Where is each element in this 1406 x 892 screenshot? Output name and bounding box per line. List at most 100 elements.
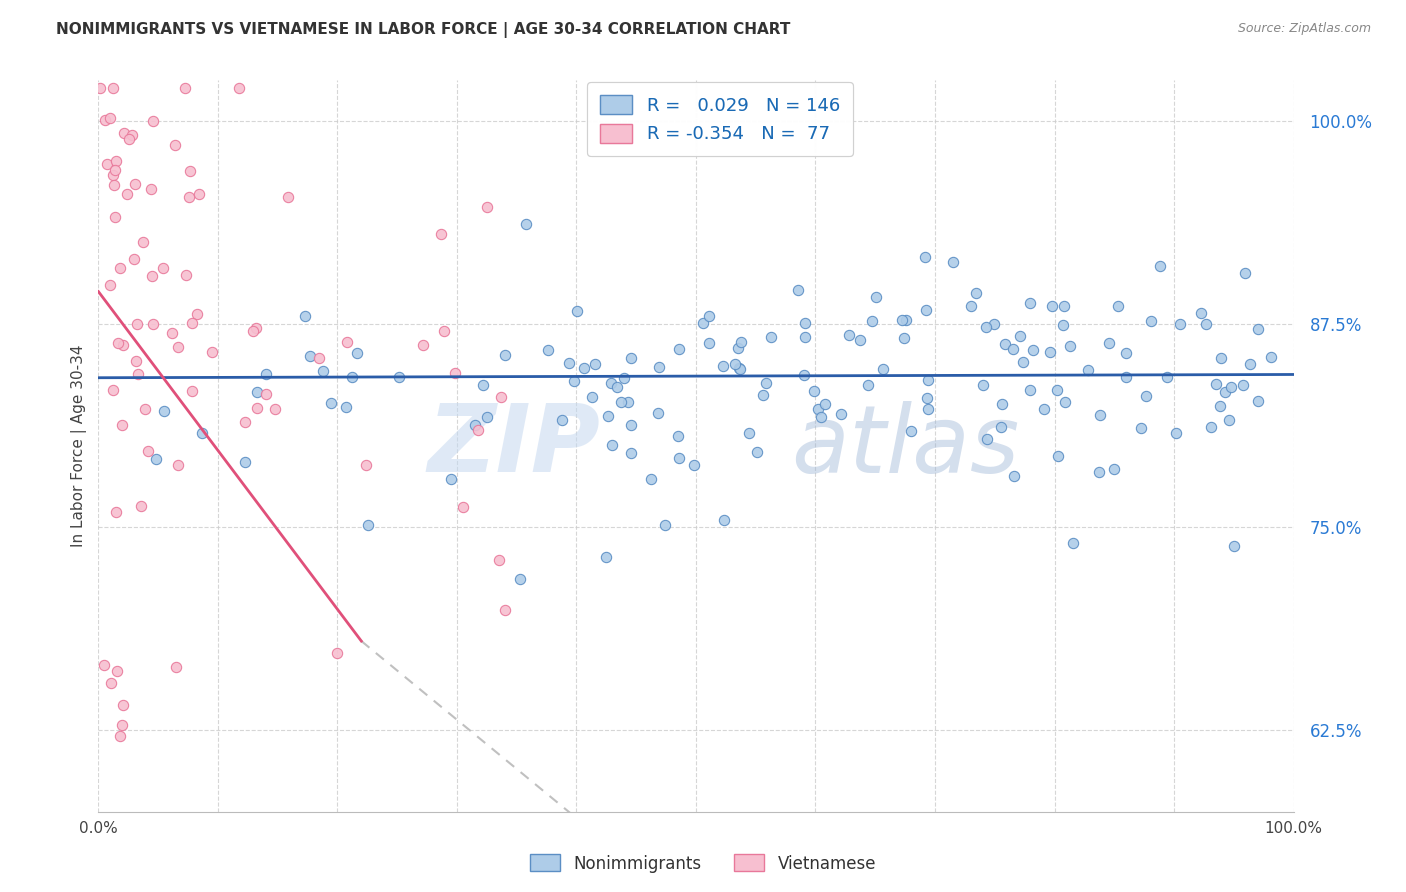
Point bbox=[472, 377, 495, 392]
Point bbox=[494, 348, 516, 362]
Point bbox=[728, 361, 751, 376]
Point bbox=[246, 401, 269, 416]
Point bbox=[1168, 317, 1191, 331]
Point bbox=[111, 717, 134, 731]
Point bbox=[1046, 383, 1069, 397]
Point bbox=[111, 417, 134, 432]
Point bbox=[112, 338, 135, 352]
Point bbox=[451, 500, 474, 514]
Point bbox=[201, 344, 224, 359]
Point bbox=[692, 316, 714, 330]
Point bbox=[118, 132, 141, 146]
Point bbox=[100, 676, 122, 690]
Point bbox=[132, 235, 155, 250]
Point bbox=[246, 385, 269, 400]
Point bbox=[558, 356, 581, 370]
Point bbox=[98, 112, 121, 126]
Point bbox=[342, 369, 364, 384]
Point bbox=[917, 373, 939, 387]
Point bbox=[654, 517, 676, 532]
Point bbox=[108, 261, 131, 276]
Point bbox=[581, 390, 603, 404]
Point bbox=[713, 512, 735, 526]
Point bbox=[1130, 421, 1153, 435]
Point bbox=[583, 357, 606, 371]
Point bbox=[103, 178, 125, 193]
Point bbox=[1107, 299, 1129, 313]
Point bbox=[699, 309, 721, 323]
Point bbox=[647, 406, 669, 420]
Point bbox=[412, 338, 434, 352]
Point bbox=[101, 81, 124, 95]
Point bbox=[1002, 468, 1025, 483]
Point bbox=[745, 445, 768, 459]
Point bbox=[298, 349, 321, 363]
Point bbox=[141, 181, 163, 195]
Point bbox=[1097, 335, 1119, 350]
Point bbox=[567, 304, 589, 318]
Point bbox=[1223, 539, 1246, 553]
Point bbox=[737, 425, 759, 440]
Point bbox=[983, 317, 1005, 331]
Point bbox=[129, 499, 152, 513]
Point bbox=[346, 346, 368, 360]
Point bbox=[101, 169, 124, 183]
Point bbox=[830, 408, 852, 422]
Point bbox=[181, 316, 204, 330]
Point bbox=[668, 451, 690, 466]
Point bbox=[1156, 369, 1178, 384]
Point bbox=[165, 138, 187, 153]
Point bbox=[89, 81, 111, 95]
Point bbox=[1164, 425, 1187, 440]
Point bbox=[145, 452, 167, 467]
Point bbox=[1140, 314, 1163, 328]
Point bbox=[599, 376, 621, 390]
Point bbox=[138, 443, 160, 458]
Point bbox=[1194, 318, 1216, 332]
Point bbox=[600, 438, 623, 452]
Point bbox=[124, 177, 146, 191]
Point bbox=[668, 429, 690, 443]
Point bbox=[1219, 380, 1241, 394]
Point bbox=[616, 394, 638, 409]
Text: atlas: atlas bbox=[792, 401, 1019, 491]
Point bbox=[308, 351, 330, 365]
Y-axis label: In Labor Force | Age 30-34: In Labor Force | Age 30-34 bbox=[72, 344, 87, 548]
Point bbox=[730, 362, 752, 376]
Point bbox=[336, 334, 359, 349]
Point bbox=[620, 446, 643, 460]
Point bbox=[167, 458, 190, 472]
Point bbox=[104, 210, 127, 224]
Point bbox=[125, 354, 148, 368]
Point bbox=[254, 367, 277, 381]
Point bbox=[1062, 536, 1084, 550]
Point bbox=[122, 252, 145, 266]
Point bbox=[1087, 465, 1109, 479]
Point bbox=[730, 335, 752, 350]
Point bbox=[761, 329, 783, 343]
Point bbox=[191, 425, 214, 440]
Point bbox=[177, 190, 200, 204]
Point bbox=[121, 128, 143, 142]
Point bbox=[433, 324, 456, 338]
Point bbox=[890, 312, 912, 326]
Point bbox=[321, 396, 343, 410]
Point bbox=[142, 317, 165, 331]
Point bbox=[93, 658, 115, 673]
Point bbox=[335, 400, 357, 414]
Point bbox=[152, 260, 174, 275]
Point bbox=[606, 379, 628, 393]
Point bbox=[595, 549, 617, 564]
Point bbox=[107, 336, 129, 351]
Point bbox=[94, 112, 117, 127]
Point bbox=[515, 217, 537, 231]
Point bbox=[110, 730, 132, 744]
Point bbox=[104, 162, 127, 177]
Point bbox=[488, 553, 510, 567]
Point bbox=[233, 454, 256, 468]
Point bbox=[551, 413, 574, 427]
Point bbox=[1090, 408, 1112, 422]
Point bbox=[972, 377, 994, 392]
Point bbox=[1205, 376, 1227, 391]
Point bbox=[1052, 318, 1074, 332]
